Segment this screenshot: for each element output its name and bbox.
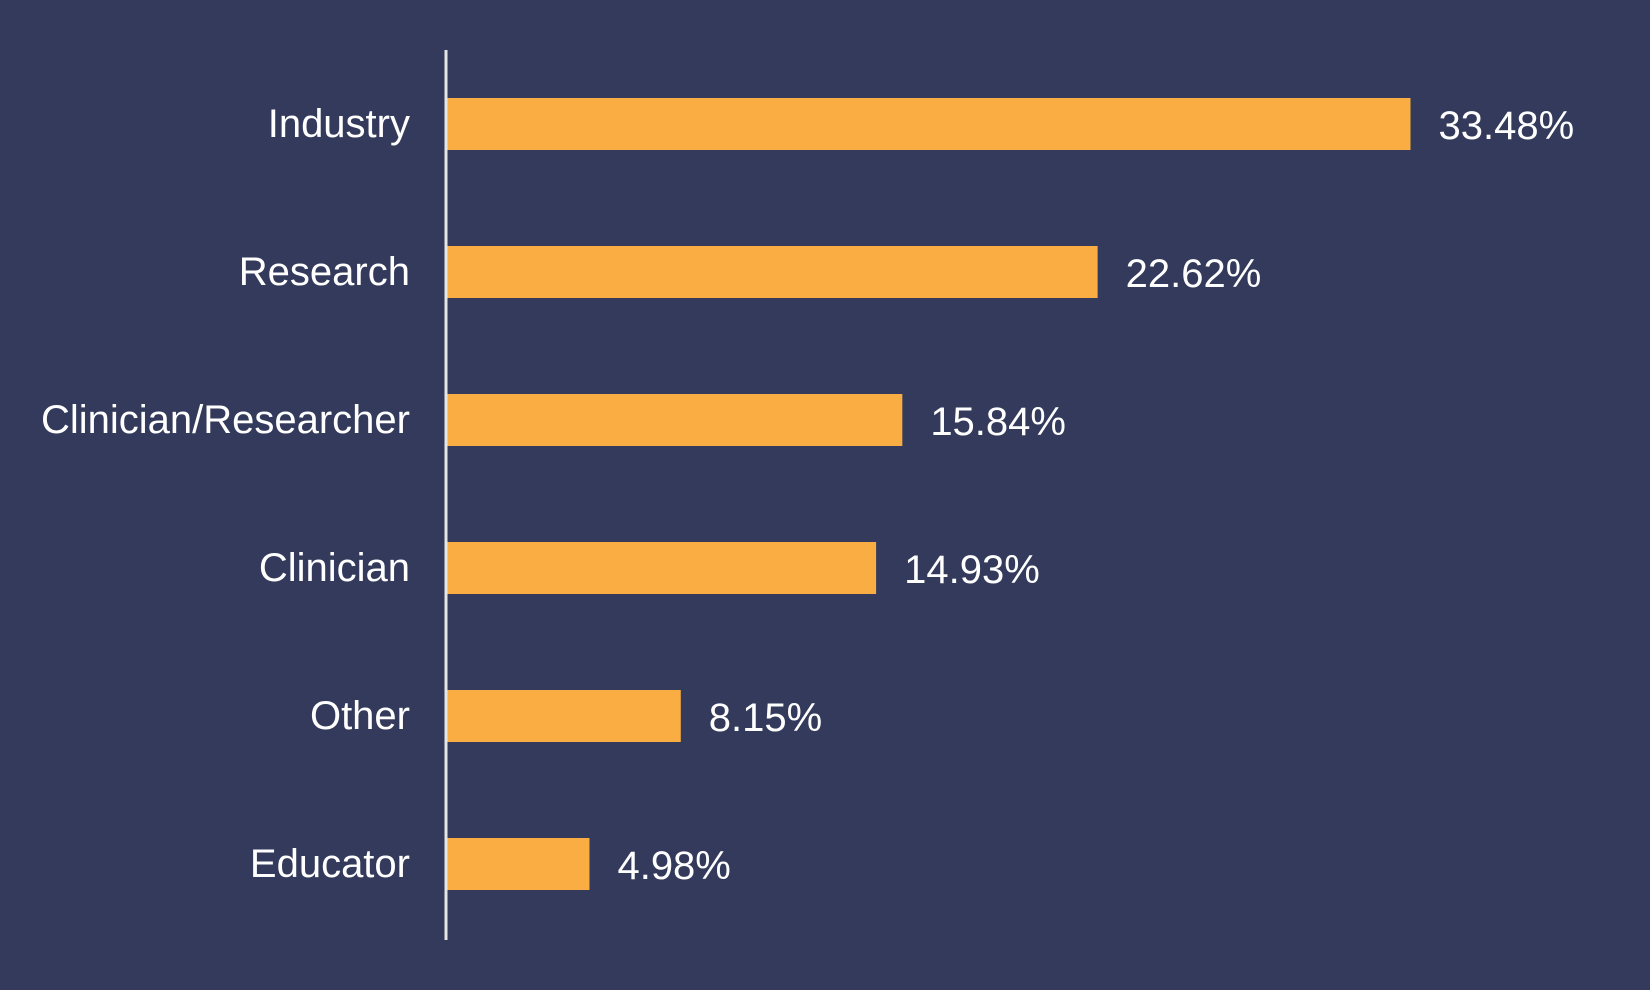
category-label-other: Other (310, 694, 410, 738)
category-label-educator: Educator (250, 842, 410, 886)
category-label-clinician-researcher: Clinician/Researcher (41, 398, 410, 442)
value-label-clinician-researcher: 15.84% (930, 400, 1066, 444)
bar-clinician (446, 542, 877, 594)
value-label-clinician: 14.93% (904, 548, 1040, 592)
bar-clinician-researcher (446, 394, 903, 446)
value-label-educator: 4.98% (617, 844, 730, 888)
category-label-industry: Industry (268, 102, 410, 146)
value-label-industry: 33.48% (1439, 104, 1575, 148)
value-label-research: 22.62% (1126, 252, 1262, 296)
bar-research (446, 246, 1098, 298)
bar-other (446, 690, 681, 742)
bars-group (446, 98, 1411, 890)
bar-industry (446, 98, 1411, 150)
value-label-other: 8.15% (709, 696, 822, 740)
value-labels: 33.48% 22.62% 15.84% 14.93% 8.15% 4.98% (617, 104, 1574, 888)
category-label-research: Research (239, 250, 410, 294)
category-label-clinician: Clinician (259, 546, 410, 590)
bar-educator (446, 838, 590, 890)
category-labels: Industry Research Clinician/Researcher Clin… (41, 102, 410, 886)
